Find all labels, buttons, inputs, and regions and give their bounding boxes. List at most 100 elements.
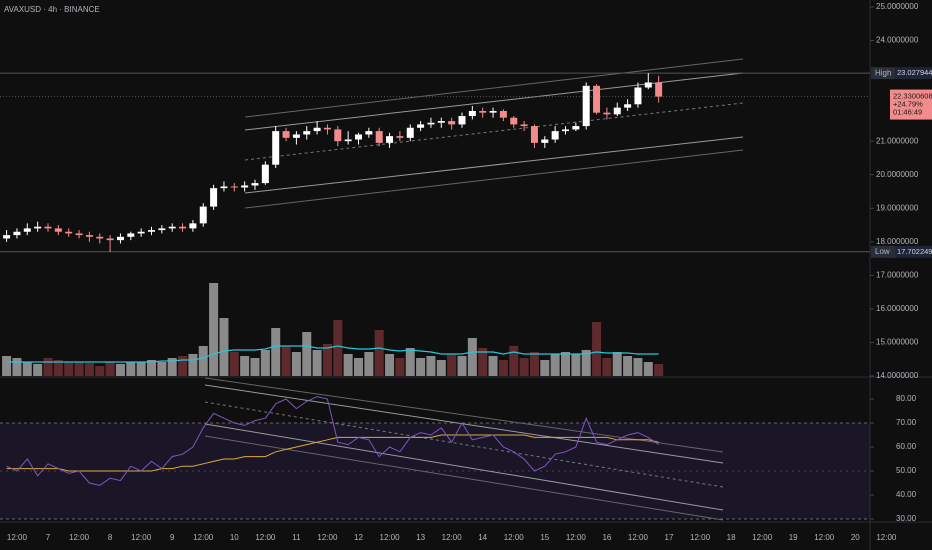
low-tag-bg [871,245,895,258]
y-tick-label: 16.0000000 [876,304,919,313]
volume-bar [198,346,208,376]
volume-bar [2,356,12,376]
volume-bar [157,362,167,376]
channel-line [244,136,744,194]
candle-body [613,107,621,115]
x-tick-label: 12:00 [690,533,711,542]
volume-bar [188,354,198,376]
candle-body [334,129,342,142]
y-tick-label: 20.0000000 [876,170,919,179]
volume-bar [540,360,550,376]
volume-bar [561,352,570,376]
y-tick-label: 19.0000000 [876,203,919,212]
volume-bar [395,358,405,376]
volume-bar [374,330,384,376]
volume-bar [519,358,529,376]
x-tick-label: 12:00 [442,533,463,542]
candle-body [593,85,601,113]
channel-line [244,149,744,209]
volume-bar [147,360,156,376]
last-change: +24.79% [893,100,923,109]
candle-body [520,124,528,127]
countdown: 01:46:49 [893,108,922,117]
last-price: 22.3300608 [893,92,932,101]
candle-body [406,127,414,138]
x-tick-label: 16 [602,533,611,542]
candle-body [106,238,114,241]
volume-bar [488,356,498,376]
candle-body [365,131,373,135]
candle-body [116,236,124,241]
volume-bar [581,350,591,376]
rsi-channel-line [204,423,724,511]
candle-body [261,164,269,184]
candle-body [23,228,31,232]
candle-body [313,127,321,132]
volume-bar [426,356,436,376]
candle-body [624,104,632,108]
x-tick-label: 12:00 [317,533,338,542]
low-tag-value-bg [895,245,932,258]
x-tick-label: 15 [540,533,549,542]
candle-body [158,228,166,231]
volume-bar [478,348,488,376]
y-tick-label: 24.0000000 [876,36,919,45]
candle-body [458,116,466,125]
high-tag-bg [871,67,895,80]
volume-bar [498,360,508,376]
channel-line [244,58,744,118]
x-tick-label: 7 [46,533,51,542]
volume-bar [74,362,84,376]
candle-body [148,230,155,232]
rsi-line [6,396,659,486]
candle-body [303,131,311,135]
low-tag-value: 17.7022498 [897,247,932,256]
candle-body [168,226,176,229]
volume-bar [654,364,664,376]
y-tick-label: 15.0000000 [876,338,919,347]
volume-bar [354,358,363,376]
candle-body [75,233,83,236]
x-tick-label: 12:00 [380,533,401,542]
x-tick-label: 12:00 [7,533,28,542]
volume-bar [643,362,653,376]
rsi-tick-label: 50.00 [896,466,917,475]
x-tick-label: 12:00 [566,533,587,542]
candle-body [282,131,290,138]
x-tick-label: 12:00 [69,533,90,542]
candle-body [644,82,652,88]
high-tag-value-bg [895,67,932,80]
candle-body [499,110,507,118]
x-tick-label: 20 [851,533,860,542]
candle-body [551,131,559,140]
volume-bar [95,366,105,376]
volume-bar [343,354,353,376]
candle-body [210,188,218,207]
rsi-channel-line [204,384,724,464]
candle-body [137,231,145,234]
x-tick-label: 12:00 [255,533,276,542]
candle-body [199,206,207,224]
x-tick-label: 13 [416,533,425,542]
volume-bar [302,332,312,376]
candle-body [96,236,104,239]
x-tick-label: 14 [478,533,487,542]
candle-body [54,228,62,232]
y-tick-label: 21.0000000 [876,136,919,145]
candle-body [127,233,135,237]
x-tick-label: 12:00 [814,533,835,542]
candle-body [272,131,280,165]
candle-body [189,223,197,229]
volume-bar [447,354,457,376]
symbol-title: AVAXUSD · 4h · BINANCE [4,5,100,14]
y-tick-label: 17.0000000 [876,270,919,279]
volume-bar [509,346,519,376]
volume-bar [178,356,188,376]
x-tick-label: 12:00 [193,533,214,542]
candle-body [344,139,352,142]
high-tag-value: 23.0279443 [897,68,932,77]
candle-body [230,186,238,188]
x-tick-label: 12:00 [628,533,649,542]
candle-body [292,134,300,138]
